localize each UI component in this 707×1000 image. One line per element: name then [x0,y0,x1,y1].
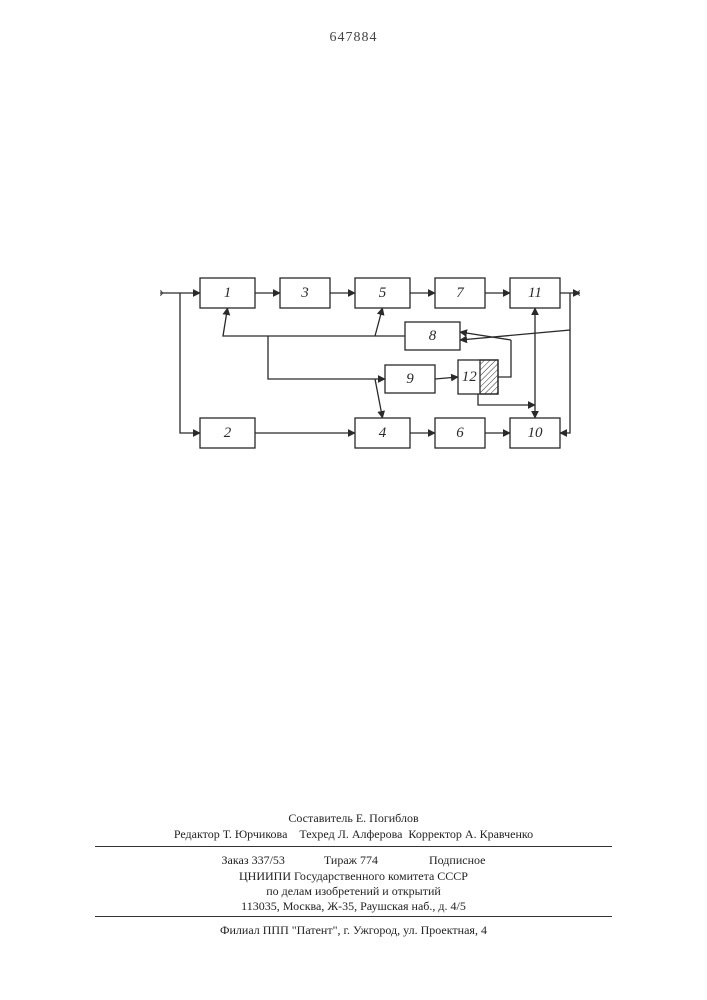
branch-line: Филиал ППП "Патент", г. Ужгород, ул. Про… [0,922,707,939]
svg-text:6: 6 [456,425,464,441]
svg-text:1: 1 [224,285,232,301]
order-line: Заказ 337/53 Тираж 774 Подписное [0,852,707,869]
svg-text:3: 3 [300,285,309,301]
svg-text:9: 9 [406,371,414,387]
svg-text:8: 8 [429,328,437,344]
svg-text:10: 10 [528,425,544,441]
page: 647884 135711891224610 Составитель Е. По… [0,0,707,1000]
roles-line: Редактор Т. Юрчикова Техред Л. Алферова … [0,826,707,843]
svg-text:12: 12 [462,369,478,385]
page-number: 647884 [0,30,707,46]
divider-2 [95,916,612,917]
block-diagram: 135711891224610 [160,260,580,470]
divider-1 [95,846,612,847]
svg-text:2: 2 [224,425,232,441]
compiler-line: Составитель Е. Погиблов [0,810,707,827]
svg-text:11: 11 [528,285,542,301]
address-line: 113035, Москва, Ж-35, Раушская наб., д. … [0,898,707,915]
svg-text:4: 4 [379,425,387,441]
svg-text:5: 5 [379,285,387,301]
